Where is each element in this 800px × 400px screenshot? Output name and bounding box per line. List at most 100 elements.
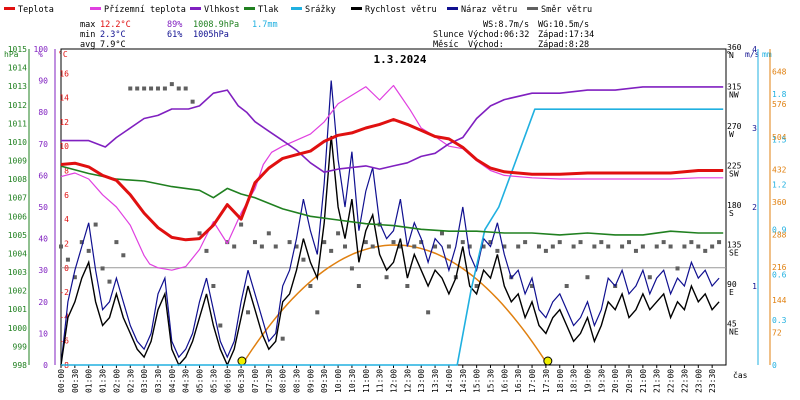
stats-avg-temp: 7.9°C bbox=[100, 40, 126, 50]
wind-dir-mark bbox=[287, 240, 292, 245]
stats-avg-label: avg bbox=[80, 40, 95, 50]
wind-dir-mark bbox=[72, 275, 77, 280]
wind-dir-mark bbox=[252, 240, 257, 245]
tick-hpa: 1012 bbox=[8, 101, 27, 110]
wind-dir-mark bbox=[585, 275, 590, 280]
info-sun-label: Slunce bbox=[433, 30, 464, 40]
unit-mm: mm bbox=[762, 50, 772, 59]
stats-max-hum: 89% bbox=[167, 20, 182, 30]
tick-ms: 3 bbox=[752, 124, 757, 133]
tick-compass: N bbox=[729, 51, 734, 60]
x-tick-label: 23:00 bbox=[694, 369, 703, 393]
wind-dir-mark bbox=[343, 244, 348, 249]
x-tick-label: 03:00 bbox=[140, 369, 149, 393]
legend-swatch bbox=[4, 7, 15, 10]
tick-compass: S bbox=[729, 209, 734, 218]
x-tick-label: 09:00 bbox=[306, 369, 315, 393]
tick-compass: NE bbox=[729, 328, 739, 337]
stats-min-hum: 61% bbox=[167, 30, 182, 40]
tick-pct: 40 bbox=[38, 235, 48, 244]
x-tick-label: 11:30 bbox=[376, 369, 385, 393]
x-tick-label: 08:00 bbox=[279, 369, 288, 393]
tick-ms: 4 bbox=[752, 45, 757, 54]
wind-dir-mark bbox=[239, 222, 244, 227]
wind-dir-mark bbox=[689, 240, 694, 245]
tick-mm: 0 bbox=[772, 361, 777, 370]
x-tick-label: 13:30 bbox=[431, 369, 440, 393]
wind-dir-mark bbox=[183, 86, 188, 91]
wind-dir-mark bbox=[155, 86, 160, 91]
x-tick-label: 12:30 bbox=[403, 369, 412, 393]
wind-dir-mark bbox=[502, 244, 507, 249]
legend-swatch bbox=[291, 7, 302, 10]
wind-dir-mark bbox=[86, 248, 91, 253]
tick-deg: 270 bbox=[727, 122, 742, 131]
wind-dir-mark bbox=[675, 266, 680, 271]
unit-deg: ° bbox=[726, 50, 731, 59]
wind-dir-mark bbox=[218, 323, 223, 328]
legend-label: Teplota bbox=[18, 5, 54, 15]
wind-dir-mark bbox=[474, 284, 479, 288]
unit-hpa: hPa bbox=[4, 50, 19, 59]
tick-pct: 30 bbox=[38, 266, 48, 275]
x-tick-label: 10:00 bbox=[334, 369, 343, 393]
wind-dir-mark bbox=[439, 231, 444, 236]
wind-dir-mark bbox=[273, 244, 278, 249]
stats-min-label: min bbox=[80, 30, 95, 40]
wind-dir-mark bbox=[620, 244, 625, 249]
tick-degc: -2 bbox=[59, 288, 69, 297]
tick-degc: 12 bbox=[59, 118, 69, 127]
tick-mm-orange: 432 bbox=[772, 165, 787, 174]
x-tick-label: 18:00 bbox=[556, 369, 565, 393]
wind-dir-mark bbox=[668, 244, 673, 249]
tick-hpa: 999 bbox=[13, 342, 28, 351]
tick-compass: SW bbox=[729, 170, 739, 179]
x-tick-label: 22:30 bbox=[680, 369, 689, 393]
tick-hpa: 1014 bbox=[8, 64, 27, 73]
wind-dir-mark bbox=[135, 86, 140, 91]
tick-deg: 135 bbox=[727, 241, 742, 250]
info-moon-set: Západ:8:28 bbox=[538, 40, 589, 50]
plot-frame bbox=[60, 48, 727, 366]
legend-label: Vlhkost bbox=[204, 5, 240, 15]
tick-deg: 45 bbox=[727, 320, 737, 329]
tick-mm-orange: 360 bbox=[772, 198, 787, 207]
legend-swatch bbox=[447, 7, 458, 10]
wind-dir-mark bbox=[384, 275, 389, 280]
tick-hpa: 1000 bbox=[8, 324, 27, 333]
wind-dir-mark bbox=[433, 244, 438, 249]
stats-min-temp: 2.3°C bbox=[100, 30, 126, 40]
wind-dir-mark bbox=[176, 86, 181, 91]
x-tick-label: 11:00 bbox=[362, 369, 371, 393]
x-tick-label: 17:00 bbox=[528, 369, 537, 393]
legend-label: Tlak bbox=[258, 5, 278, 15]
wind-dir-mark bbox=[169, 82, 174, 87]
stats-block: max 12.2°C 89% 1008.9hPa 1.7mm min 2.3°C… bbox=[80, 20, 278, 50]
unit-pct: % bbox=[38, 50, 43, 59]
chart-title: 1.3.2024 bbox=[374, 53, 427, 66]
x-tick-label: 15:30 bbox=[486, 369, 495, 393]
x-tick-label: 06:00 bbox=[223, 369, 232, 393]
x-tick-label: 12:00 bbox=[390, 369, 399, 393]
wind-dir-mark bbox=[204, 248, 209, 253]
series-teplota bbox=[60, 118, 724, 242]
wind-dir-mark bbox=[370, 244, 375, 249]
tick-degc: 14 bbox=[59, 94, 69, 103]
x-tick-label: 00:30 bbox=[71, 369, 80, 393]
wind-dir-mark bbox=[142, 86, 147, 91]
tick-hpa: 1013 bbox=[8, 82, 27, 91]
tick-pct: 10 bbox=[38, 329, 48, 338]
tick-pct: 20 bbox=[38, 298, 48, 307]
legend-swatch bbox=[190, 7, 201, 10]
wind-dir-mark bbox=[65, 257, 70, 262]
info-sun-set: Západ:17:34 bbox=[538, 30, 594, 40]
tick-hpa: 1011 bbox=[8, 119, 27, 128]
x-tick-label: 00:00 bbox=[57, 369, 66, 393]
legend: Teplota Přízemní teplota Vlhkost Tlak Srážky… bbox=[4, 5, 592, 15]
tick-degc: 4 bbox=[64, 215, 69, 224]
x-tick-label: 04:30 bbox=[182, 369, 191, 393]
x-tick-label: 03:30 bbox=[154, 369, 163, 393]
wind-dir-mark bbox=[128, 86, 133, 91]
wind-dir-mark bbox=[661, 240, 666, 245]
x-tick-label: 05:00 bbox=[196, 369, 205, 393]
